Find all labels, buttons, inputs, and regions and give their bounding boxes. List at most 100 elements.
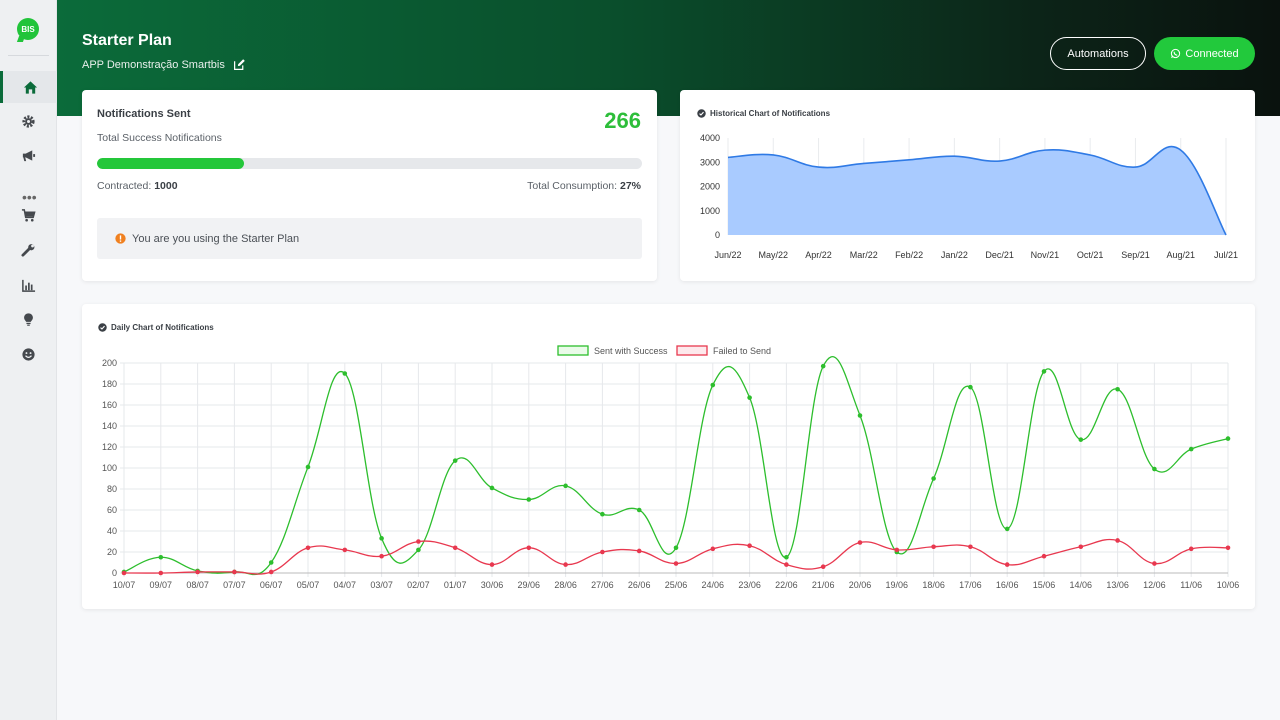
connected-button[interactable]: Connected: [1154, 37, 1255, 70]
sidebar-item-feedback[interactable]: [0, 338, 57, 370]
success-point: [784, 554, 789, 560]
failed-point: [452, 545, 458, 551]
sidebar-item-campaigns[interactable]: [0, 139, 57, 171]
failed-point: [232, 569, 237, 575]
notifications-card: Notifications Sent Total Success Notific…: [82, 90, 657, 281]
failed-point: [268, 569, 274, 575]
success-point: [489, 485, 495, 491]
failed-point: [121, 570, 127, 576]
failed-point: [1078, 544, 1084, 550]
daily-x-tick-label: 11/06: [1180, 580, 1202, 590]
daily-x-tick-label: 10/06: [1217, 580, 1240, 590]
success-point: [1078, 437, 1084, 442]
daily-chart-title: Daily Chart of Notifications: [98, 323, 214, 332]
success-point: [342, 371, 348, 376]
consumption-progress-fill: [97, 158, 245, 169]
hist-x-tick-label: Dec/21: [985, 250, 1014, 260]
more-icon[interactable]: •••: [22, 189, 37, 205]
failed-point: [1188, 546, 1194, 552]
cart-icon: [21, 208, 36, 221]
success-point: [158, 554, 164, 560]
legend-label-failed: Failed to Send: [713, 346, 771, 356]
failed-point: [820, 564, 826, 569]
historical-chart: 4000 3000 2000 1000 0 Jun/22 May/22 Apr/22 Mar/2…: [700, 133, 1238, 260]
success-point: [931, 476, 936, 481]
sidebar-item-reports[interactable]: [0, 269, 57, 301]
failed-point: [894, 547, 900, 553]
success-point: [379, 536, 384, 541]
daily-x-tick-label: 20/06: [849, 580, 872, 590]
daily-chart-card: Daily Chart of Notifications 200 180 160 14…: [82, 304, 1255, 609]
daily-chart-title-text: Daily Chart of Notifications: [111, 323, 214, 332]
sidebar-item-tools[interactable]: [0, 234, 57, 266]
failed-point: [1225, 545, 1231, 551]
daily-x-tick-label: 10/07: [113, 580, 136, 590]
legend-swatch-success: [557, 345, 589, 356]
sidebar-divider: [8, 55, 49, 56]
daily-y-tick-label: 80: [107, 484, 117, 494]
legend-label-success: Sent with Success: [594, 346, 668, 356]
sidebar-item-settings[interactable]: [0, 105, 57, 137]
failed-point: [931, 544, 936, 550]
success-point: [636, 507, 642, 513]
hist-x-tick-label: Sep/21: [1121, 250, 1150, 260]
success-point: [820, 363, 826, 369]
success-point: [1041, 369, 1047, 374]
failed-point: [416, 539, 421, 544]
daily-x-tick-label: 26/06: [628, 580, 651, 590]
daily-x-tick-label: 02/07: [407, 580, 430, 590]
failed-point: [784, 562, 789, 567]
app-name-label: APP Demonstração Smartbis: [82, 58, 225, 71]
check-circle-icon: [98, 323, 107, 332]
success-point: [526, 497, 532, 502]
automations-button[interactable]: Automations: [1050, 37, 1146, 70]
hist-x-tick-label: Apr/22: [805, 250, 832, 260]
failed-point: [673, 561, 679, 566]
daily-x-tick-label: 05/07: [297, 580, 320, 590]
daily-x-tick-label: 04/07: [334, 580, 357, 590]
daily-x-tick-label: 16/06: [996, 580, 1019, 590]
hist-y-tick-label: 1000: [700, 206, 720, 216]
megaphone-icon: [22, 149, 36, 161]
success-point: [452, 458, 458, 463]
success-point: [563, 483, 568, 489]
historical-chart-card: Historical Chart of Notifications 4000 30…: [680, 90, 1255, 281]
success-point: [268, 560, 274, 565]
success-point: [416, 547, 421, 553]
failed-point: [563, 562, 568, 567]
legend-swatch-failed: [676, 345, 708, 356]
hist-x-tick-label: Jan/22: [941, 250, 968, 260]
failed-point: [526, 545, 532, 551]
wrench-icon: [21, 243, 35, 257]
sidebar-item-store[interactable]: [0, 199, 57, 231]
failed-point: [1152, 561, 1157, 566]
success-point: [968, 384, 973, 390]
daily-x-tick-label: 30/06: [481, 580, 504, 590]
daily-x-tick-label: 06/07: [260, 580, 283, 590]
app-name: APP Demonstração Smartbis: [82, 58, 246, 71]
whatsapp-icon: [1171, 48, 1181, 59]
daily-y-tick-label: 160: [102, 400, 117, 410]
failed-point: [305, 545, 311, 551]
daily-x-tick-label: 21/06: [812, 580, 835, 590]
daily-x-tick-label: 19/06: [886, 580, 909, 590]
notifications-count: 266: [604, 108, 641, 133]
daily-x-tick-label: 29/06: [518, 580, 541, 590]
success-point: [305, 464, 311, 470]
daily-x-tick-label: 18/06: [922, 580, 945, 590]
failed-point: [636, 548, 642, 554]
contracted-label: Contracted:: [97, 180, 152, 192]
edit-icon[interactable]: [233, 58, 246, 71]
success-point: [1188, 446, 1194, 452]
sidebar-item-ideas[interactable]: [0, 303, 57, 335]
daily-x-tick-label: 09/07: [150, 580, 173, 590]
failed-point: [379, 553, 384, 559]
gear-icon: [22, 114, 35, 128]
success-point: [710, 382, 716, 388]
consumption-label: Total Consumption:: [527, 180, 618, 192]
hist-x-tick-label: May/22: [759, 250, 789, 260]
hist-area: [728, 146, 1226, 235]
sidebar-item-home[interactable]: [0, 71, 57, 103]
failed-point: [857, 540, 863, 545]
